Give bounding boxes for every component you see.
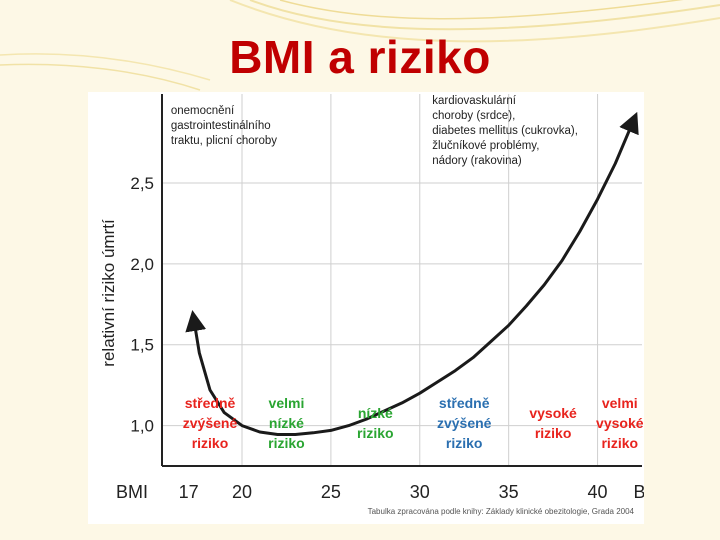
annotation-line: nádory (rakovina) bbox=[432, 155, 522, 167]
annotation-line: traktu, plicní choroby bbox=[171, 135, 277, 147]
annotation-line: gastrointestinálního bbox=[171, 120, 271, 132]
zone-label-line: středně bbox=[185, 395, 236, 411]
y-tick-label: 1,0 bbox=[130, 417, 154, 436]
slide-title: BMI a riziko bbox=[229, 31, 491, 83]
series-layer bbox=[185, 111, 639, 436]
risk-curve bbox=[185, 111, 639, 436]
x-tick-label: 20 bbox=[232, 482, 252, 502]
y-tick-label: 1,5 bbox=[130, 336, 154, 355]
zone-label-line: riziko bbox=[357, 425, 394, 441]
axes bbox=[161, 94, 642, 467]
zone-label-line: vysoké bbox=[596, 415, 644, 431]
zone-label: vysoké riziko bbox=[529, 405, 577, 441]
zone-label-line: velmi bbox=[602, 395, 638, 411]
zone-label-line: nízké bbox=[269, 415, 304, 431]
zone-label-line: riziko bbox=[446, 435, 483, 451]
background-swirl bbox=[0, 0, 720, 91]
x-axis-label-start: BMI bbox=[116, 482, 148, 502]
zone-label-line: nízké bbox=[358, 405, 393, 421]
zone-label-line: zvýšené bbox=[183, 415, 238, 431]
chart-text: 1,0 1,5 2,0 2,5 relativní riziko úmrtí BMI 17 2… bbox=[99, 95, 644, 516]
annotation-line: kardiovaskulární bbox=[432, 95, 517, 107]
zone-label-line: riziko bbox=[535, 425, 572, 441]
annotation: kardiovaskulární choroby (srdce), diabetes… bbox=[432, 95, 578, 167]
x-tick-label: 40 bbox=[588, 482, 608, 502]
x-axis-label-end: BMI bbox=[634, 482, 644, 502]
zone-label: středně zvýšené riziko bbox=[183, 395, 238, 451]
zone-label: středně zvýšené riziko bbox=[437, 395, 492, 451]
zone-label-line: středně bbox=[439, 395, 490, 411]
zone-label-line: riziko bbox=[601, 435, 638, 451]
annotation-line: diabetes mellitus (cukrovka), bbox=[432, 125, 578, 137]
zone-label-line: riziko bbox=[268, 435, 305, 451]
zone-label: velmi nízké riziko bbox=[268, 395, 305, 451]
source-note: Tabulka zpracována podle knihy: Základy … bbox=[368, 507, 635, 516]
annotation-line: žlučníkové problémy, bbox=[432, 140, 539, 152]
annotation: onemocnění gastrointestinálního traktu, pl… bbox=[171, 105, 277, 147]
zone-label-line: velmi bbox=[269, 395, 305, 411]
zone-label: velmi vysoké riziko bbox=[596, 395, 644, 451]
y-axis-label: relativní riziko úmrtí bbox=[99, 219, 118, 367]
zone-label-line: zvýšené bbox=[437, 415, 492, 431]
bmi-risk-chart: 1,0 1,5 2,0 2,5 relativní riziko úmrtí BMI 17 2… bbox=[99, 94, 644, 516]
zone-label-line: vysoké bbox=[529, 405, 577, 421]
annotation-line: choroby (srdce), bbox=[432, 110, 515, 122]
x-tick-label: 17 bbox=[179, 482, 199, 502]
y-tick-label: 2,0 bbox=[130, 255, 154, 274]
x-tick-label: 25 bbox=[321, 482, 341, 502]
y-tick-label: 2,5 bbox=[130, 174, 154, 193]
annotation-line: onemocnění bbox=[171, 105, 235, 117]
x-tick-label: 35 bbox=[499, 482, 519, 502]
x-tick-label: 30 bbox=[410, 482, 430, 502]
zone-label: nízké riziko bbox=[357, 405, 394, 441]
zone-label-line: riziko bbox=[192, 435, 229, 451]
